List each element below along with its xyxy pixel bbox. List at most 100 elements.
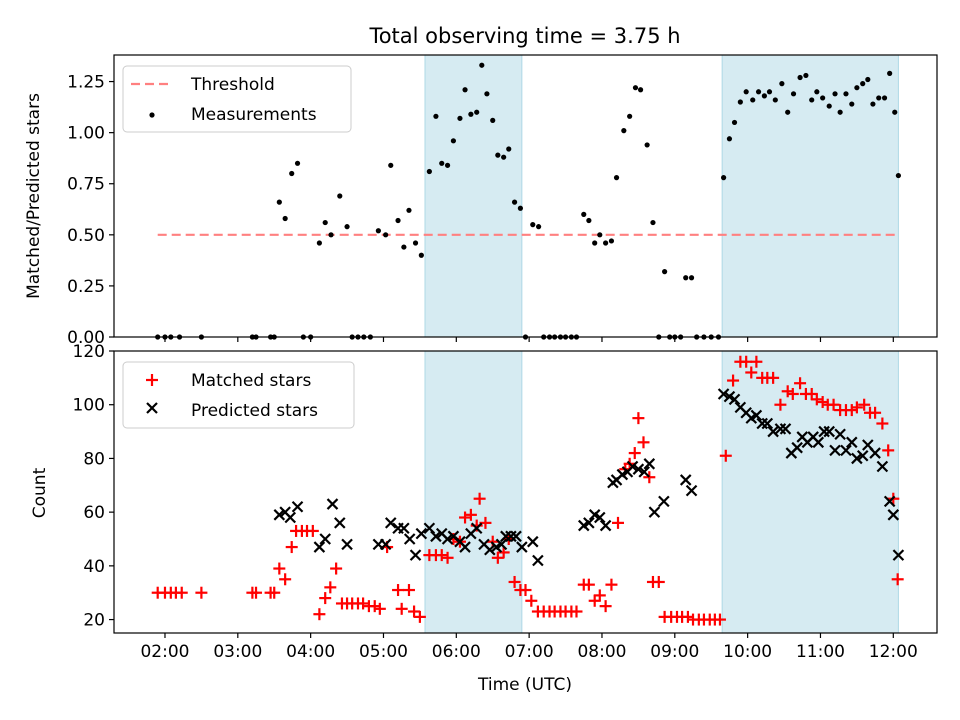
bottom-x-tick-label: 10:00 bbox=[723, 642, 772, 662]
predicted-star-point bbox=[409, 549, 422, 561]
bottom-x-tick-label: 11:00 bbox=[796, 642, 845, 662]
measurement-point bbox=[316, 240, 322, 246]
measurement-point bbox=[462, 87, 468, 93]
bottom-x-tick-label: 02:00 bbox=[140, 642, 189, 662]
predicted-star-point bbox=[284, 511, 297, 524]
measurement-point bbox=[603, 240, 609, 246]
matched-star-point bbox=[794, 377, 807, 390]
measurement-point bbox=[282, 215, 288, 222]
measurement-point bbox=[790, 91, 797, 97]
matched-star-point bbox=[593, 589, 606, 602]
measurement-point bbox=[457, 115, 463, 121]
matched-star-point bbox=[497, 546, 510, 559]
matched-star-point bbox=[786, 387, 799, 400]
predicted-star-point bbox=[430, 530, 442, 543]
measurement-point bbox=[726, 136, 733, 142]
predicted-star-point bbox=[384, 517, 397, 529]
predicted-star-point bbox=[750, 409, 763, 422]
measurement-point bbox=[737, 99, 743, 105]
matched-star-point bbox=[519, 584, 532, 597]
matched-star-point bbox=[525, 594, 538, 607]
matched-star-point bbox=[628, 447, 641, 460]
predicted-star-point bbox=[728, 393, 741, 406]
matched-star-point bbox=[195, 586, 208, 599]
bottom-legend: Matched stars Predicted stars bbox=[122, 361, 355, 429]
matched-star-point bbox=[891, 573, 904, 586]
measurement-point bbox=[785, 109, 791, 115]
predicted-star-point bbox=[415, 527, 428, 540]
bottom-plot-frame bbox=[113, 350, 938, 634]
legend-threshold-label: Threshold bbox=[190, 75, 275, 95]
measurement-point bbox=[506, 146, 512, 152]
measurement-point bbox=[779, 81, 785, 87]
bottom-x-tick-label: 05:00 bbox=[359, 642, 408, 662]
measurement-point bbox=[479, 62, 485, 68]
measurement-point bbox=[388, 162, 394, 168]
matched-star-point bbox=[605, 578, 618, 591]
top-y-tick-label: 0.00 bbox=[67, 328, 105, 348]
predicted-star-point bbox=[527, 535, 539, 548]
bottom-y-ticks: 20 40 60 80 100 120 bbox=[73, 342, 114, 631]
matched-star-point bbox=[637, 436, 650, 449]
matched-star-point bbox=[750, 355, 763, 368]
measurement-point bbox=[826, 103, 832, 109]
predicted-star-point bbox=[685, 484, 698, 497]
matched-star-point bbox=[408, 605, 421, 618]
top-y-axis-label: Matched/Predicted stars bbox=[24, 93, 44, 299]
bottom-x-tick-label: 12:00 bbox=[869, 642, 918, 662]
predicted-star-point bbox=[761, 417, 774, 430]
predicted-star-point bbox=[818, 425, 830, 438]
measurement-point bbox=[644, 142, 650, 148]
legend-predicted-label: Predicted stars bbox=[191, 401, 318, 421]
measurement-point bbox=[750, 97, 756, 103]
measurement-point bbox=[809, 97, 815, 103]
bottom-x-tick-label: 07:00 bbox=[505, 642, 554, 662]
top-x-ticks bbox=[164, 337, 894, 342]
matched-star-point bbox=[643, 471, 656, 484]
matched-star-point bbox=[395, 602, 408, 615]
measurement-point bbox=[495, 152, 501, 158]
predicted-star-point bbox=[851, 452, 863, 465]
measurement-point bbox=[849, 101, 855, 107]
matched-star-point bbox=[279, 573, 292, 586]
predicted-star-point bbox=[679, 474, 692, 486]
predicted-star-point bbox=[495, 538, 508, 551]
matched-star-markers bbox=[151, 355, 904, 626]
measurement-point bbox=[294, 160, 301, 166]
measurement-point bbox=[820, 95, 826, 101]
measurement-point bbox=[592, 240, 598, 246]
measurement-point bbox=[870, 101, 876, 107]
measurement-point bbox=[613, 175, 620, 181]
figure-title: Total observing time = 3.75 h bbox=[368, 24, 680, 48]
predicted-star-point bbox=[313, 541, 326, 553]
top-y-tick-label: 0.75 bbox=[67, 175, 105, 195]
predicted-star-point bbox=[398, 522, 410, 535]
measurement-point bbox=[450, 138, 456, 144]
predicted-star-point bbox=[626, 460, 639, 473]
predicted-star-point bbox=[326, 498, 339, 510]
measurement-point bbox=[843, 91, 849, 97]
measurement-point bbox=[289, 170, 295, 177]
measurement-point bbox=[887, 70, 893, 76]
predicted-star-point bbox=[892, 549, 905, 561]
matched-star-point bbox=[727, 374, 740, 387]
matched-star-point bbox=[441, 551, 454, 564]
predicted-star-point bbox=[403, 533, 416, 545]
measurement-point bbox=[650, 219, 656, 226]
measurement-point bbox=[743, 89, 749, 95]
measurement-point bbox=[322, 219, 328, 226]
top-shaded-interval bbox=[721, 54, 899, 338]
predicted-star-point bbox=[505, 530, 517, 543]
predicted-star-point bbox=[484, 543, 496, 556]
measurement-point bbox=[586, 217, 592, 224]
predicted-star-point bbox=[632, 463, 645, 475]
predicted-star-point bbox=[599, 519, 612, 532]
measurement-point bbox=[772, 97, 778, 103]
matched-star-point bbox=[459, 511, 472, 524]
bottom-y-tick-label: 80 bbox=[83, 449, 105, 469]
measurement-point bbox=[337, 193, 343, 199]
measurement-point bbox=[597, 232, 603, 238]
measurement-point bbox=[383, 232, 389, 238]
top-legend-box bbox=[122, 65, 352, 133]
matched-star-point bbox=[508, 575, 521, 588]
